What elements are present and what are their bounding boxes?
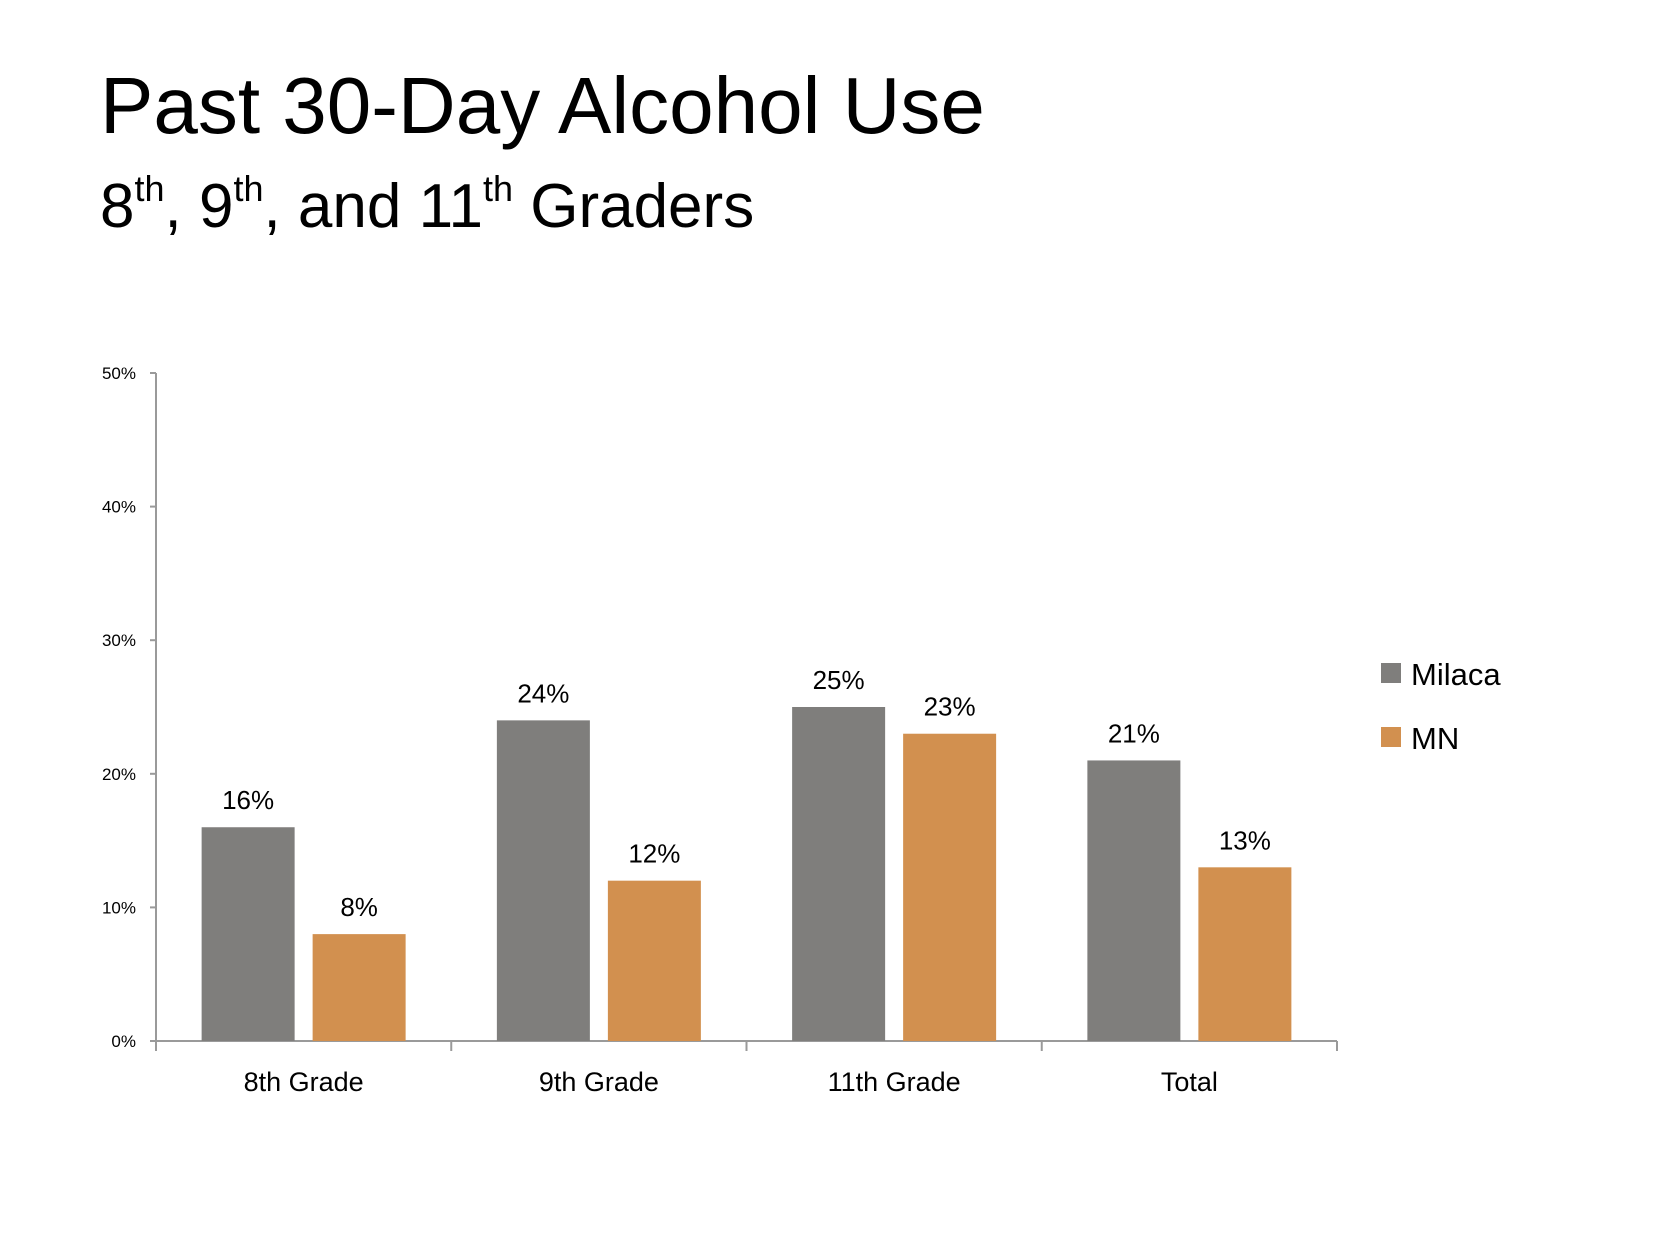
bar-mn (607, 880, 701, 1041)
y-tick-label: 20% (102, 765, 136, 784)
data-label: 25% (813, 665, 865, 695)
bar-mn (903, 733, 997, 1041)
data-labels: 16% 8% 24% 12% 25% 23% 21% 13% (222, 665, 1271, 922)
subtitle-part: 8 (100, 172, 135, 241)
data-label: 23% (924, 692, 976, 722)
subtitle-superscript: th (482, 168, 513, 209)
bar-mn (1198, 867, 1292, 1041)
x-category-label: 11th Grade (828, 1067, 961, 1097)
legend-label: MN (1411, 721, 1459, 756)
x-axis: 8th Grade 9th Grade 11th Grade Total (155, 1040, 1338, 1097)
data-label: 13% (1219, 825, 1271, 855)
bar-milaca (1087, 760, 1181, 1041)
legend: Milaca MN (1381, 657, 1501, 756)
bars (201, 707, 1292, 1041)
x-category-label: 9th Grade (539, 1067, 659, 1097)
slide-title: Past 30-Day Alcohol Use (100, 61, 985, 150)
x-category-label: 8th Grade (244, 1067, 364, 1097)
bar-milaca (201, 827, 295, 1041)
legend-swatch-mn (1381, 727, 1401, 747)
bar-milaca (792, 707, 886, 1041)
subtitle-superscript: th (233, 168, 264, 209)
subtitle-part: Graders (513, 172, 755, 241)
y-tick-label: 30% (102, 631, 136, 650)
subtitle-part: , 9 (164, 172, 234, 241)
slide-subtitle: 8th, 9th, and 11th Graders (100, 171, 754, 238)
y-tick-label: 0% (111, 1032, 136, 1051)
y-tick-label: 40% (102, 498, 136, 517)
y-tick-label: 50% (102, 364, 136, 383)
y-tick-label: 10% (102, 898, 136, 917)
bar-mn (312, 934, 406, 1041)
legend-label: Milaca (1411, 657, 1501, 692)
y-axis: 0% 10% 20% 30% 40% 50% (102, 364, 157, 1051)
bar-milaca (496, 720, 590, 1041)
data-label: 24% (517, 678, 569, 708)
legend-swatch-milaca (1381, 663, 1401, 683)
data-label: 16% (222, 785, 274, 815)
x-category-label: Total (1161, 1067, 1218, 1097)
subtitle-superscript: th (134, 168, 165, 209)
subtitle-part: , and 11 (263, 172, 483, 241)
data-label: 8% (340, 892, 378, 922)
data-label: 12% (628, 839, 680, 869)
data-label: 21% (1108, 718, 1160, 748)
